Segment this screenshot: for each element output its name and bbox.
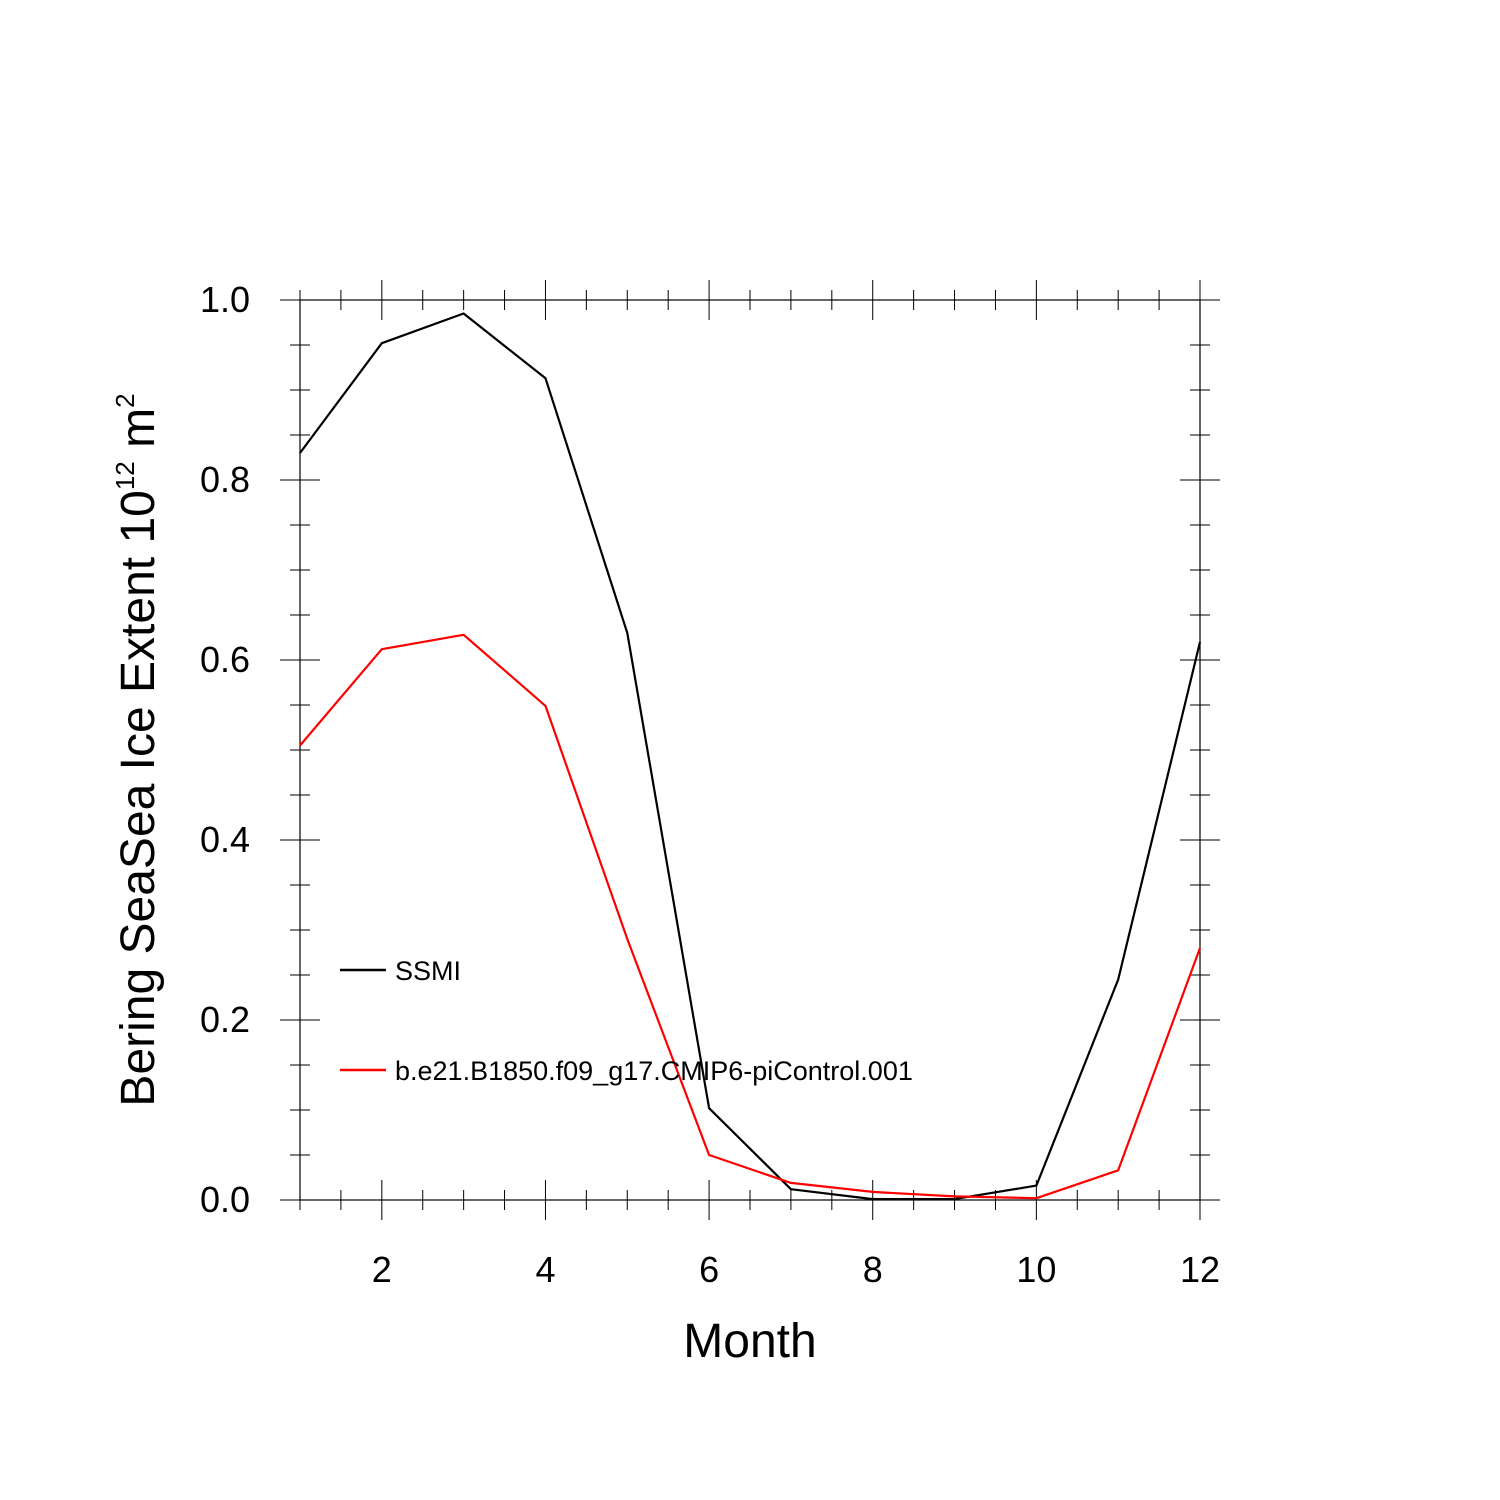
x-tick-label: 8 [863,1249,883,1290]
y-axis-label: Bering SeaSea Ice Extent 1012 m2 [110,393,165,1106]
x-axis-label: Month [683,1315,816,1368]
y-tick-label: 0.2 [200,999,250,1040]
x-tick-label: 10 [1016,1249,1056,1290]
y-axis-label-unit: m [112,408,165,461]
series-line-ssmi [299,312,1202,1201]
x-tick-label: 2 [372,1249,392,1290]
x-tick-label: 6 [699,1249,719,1290]
y-tick-label: 0.6 [200,639,250,680]
legend-label-picontrol: b.e21.B1850.f09_g17.CMIP6-piControl.001 [395,1056,913,1086]
axis-tick-labels: 2 4 6 8 10 12 0.0 0.2 0.4 0.6 0.8 1.0 [200,279,1220,1290]
y-tick-label: 0.0 [200,1179,250,1220]
x-tick-label: 4 [535,1249,555,1290]
y-axis-label-unit-exponent: 2 [110,393,140,407]
legend: SSMI b.e21.B1850.f09_g17.CMIP6-piControl… [340,956,913,1086]
series-lines [299,312,1202,1201]
x-tick-label: 12 [1180,1249,1220,1290]
y-tick-label: 1.0 [200,279,250,320]
y-tick-label: 0.8 [200,459,250,500]
y-axis-label-exponent: 12 [110,461,140,490]
legend-label-ssmi: SSMI [395,956,461,986]
series-line-picontrol [299,633,1202,1200]
y-tick-label: 0.4 [200,819,250,860]
y-axis-label-prefix: Bering SeaSea Ice Extent 10 [112,490,165,1106]
